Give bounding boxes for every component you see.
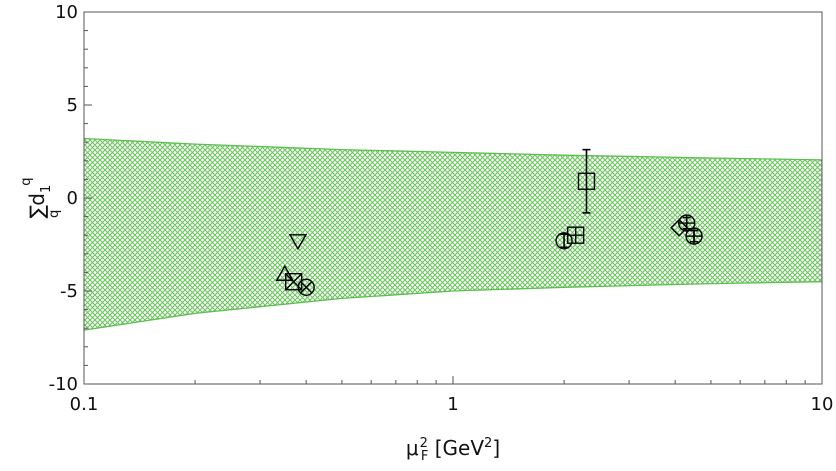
data-point-square-x bbox=[284, 273, 303, 291]
data-point-diamond bbox=[670, 218, 689, 237]
y-tick-label: 5 bbox=[67, 95, 78, 116]
band-lower-edge bbox=[83, 281, 823, 331]
y-tick-label: -5 bbox=[60, 281, 78, 302]
data-point-circle bbox=[555, 232, 573, 250]
svg-text:μ2F [GeV2]: μ2 F [GeV2] bbox=[406, 436, 500, 464]
x-tick-label: 0.1 bbox=[70, 394, 99, 415]
y-tick-label: -10 bbox=[49, 374, 78, 395]
uncertainty-band bbox=[84, 138, 822, 331]
x-axis-title: μ2 F [GeV2] bbox=[406, 436, 500, 464]
data-point-square bbox=[577, 148, 596, 214]
y-tick-label: 10 bbox=[55, 2, 78, 23]
band-upper-edge bbox=[83, 137, 823, 161]
svg-text:∑qd1q: ∑qd1q bbox=[19, 178, 62, 219]
x-tick-label: 1 bbox=[447, 394, 458, 415]
data-point-triangle-down bbox=[288, 234, 308, 251]
y-tick-label: 0 bbox=[67, 188, 78, 209]
data-point-circle-plus bbox=[678, 214, 696, 232]
y-axis-title: ∑qd1q bbox=[19, 178, 62, 219]
x-tick-label: 10 bbox=[811, 394, 834, 415]
data-point-square-plus bbox=[566, 226, 585, 244]
data-point-circle-plus bbox=[685, 227, 703, 245]
data-point-circle-x bbox=[297, 278, 315, 296]
